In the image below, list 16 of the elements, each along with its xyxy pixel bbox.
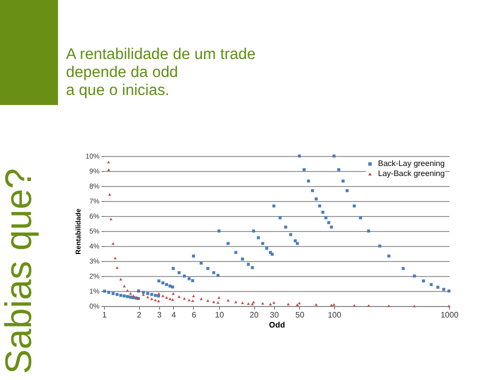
x-tick-label: 10	[215, 310, 224, 320]
x-tick-label: 100	[328, 310, 342, 320]
legend-label: Back-Lay greening	[378, 159, 445, 168]
x-tick-label: 50	[295, 310, 305, 320]
x-tick-label: 2	[136, 310, 142, 320]
x-axis-title: Odd	[269, 320, 286, 330]
x-tick-label: 1000	[440, 310, 459, 320]
x-tick-label: 30	[270, 310, 280, 320]
x-tick-label: 6	[192, 310, 197, 320]
x-tick-label: 20	[250, 310, 260, 320]
x-tick-label: 1	[102, 310, 108, 320]
x-tick-label: 4	[172, 310, 177, 320]
x-tick-label: 3	[157, 310, 162, 320]
legend-label: Lay-Back greening	[378, 169, 445, 178]
text: Sabias que?	[0, 167, 40, 374]
chart-title: A rentabilidade de um trade depende da odd a que o inicias.	[66, 46, 256, 100]
